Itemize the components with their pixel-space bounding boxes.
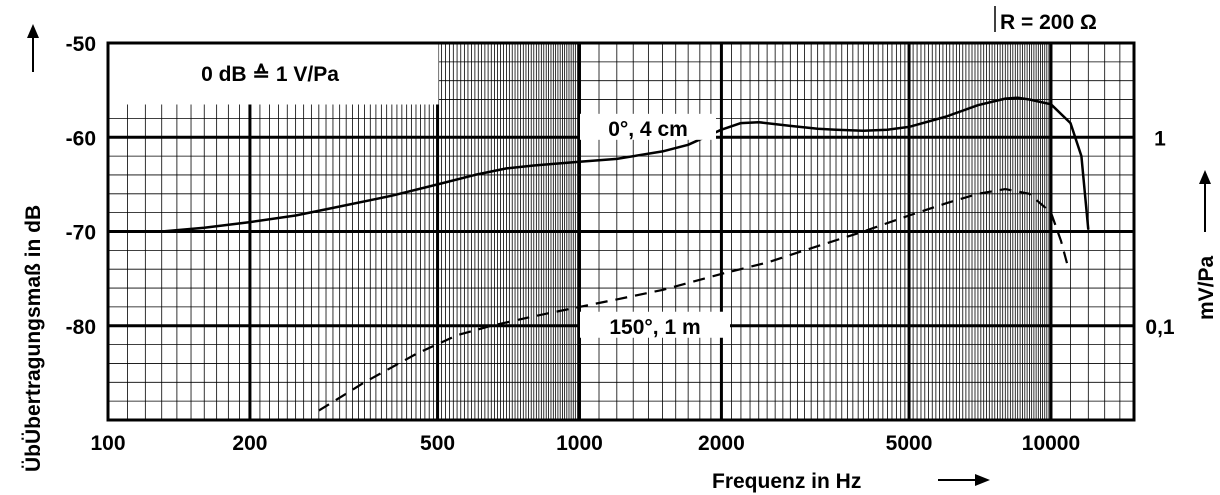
y-tick-label: -50 (66, 33, 96, 56)
x-tick-label: 1000 (556, 432, 603, 455)
reference-note-bg (109, 44, 439, 105)
x-axis-label: Frequenz in Hz (712, 470, 861, 493)
series-0-deg-line (108, 96, 1090, 233)
y-tick-label: -60 (66, 127, 96, 150)
x-tick-label: 500 (420, 432, 455, 455)
series-label-150-deg: 150°, 1 m (609, 316, 700, 339)
label-layer: 0°, 4 cm 150°, 1 m 0 dB ≙ 1 V/Pa R = 200 Ω -… (22, 6, 1218, 493)
y-tick-label: -70 (66, 222, 96, 245)
y-axis-arrow-icon (27, 24, 39, 38)
x-tick-label: 2000 (698, 432, 745, 455)
x-tick-label: 200 (232, 432, 267, 455)
x-tick-label: 100 (90, 432, 125, 455)
x-tick-label: 10000 (1022, 432, 1080, 455)
reference-note: 0 dB ≙ 1 V/Pa (201, 63, 339, 86)
y2-tick-label: 1 (1154, 127, 1166, 150)
series-label-0-deg: 0°, 4 cm (608, 118, 688, 141)
x-tick-label: 5000 (886, 432, 933, 455)
y2-tick-label: 0,1 (1145, 316, 1175, 339)
series-label-0-deg-bg (580, 113, 716, 140)
series-layer (108, 96, 1090, 412)
impedance-note: R = 200 Ω (1000, 11, 1097, 34)
x-axis-arrow-icon (975, 474, 990, 486)
y2-axis-arrow-icon (1199, 170, 1211, 184)
y2-axis-label: mV/Pa (1195, 255, 1218, 320)
y-tick-label: -80 (66, 316, 96, 339)
y-axis-label: ÜbÜbertragungsmaß in dB (22, 205, 45, 472)
series-label-150-deg-bg (580, 311, 730, 338)
series-150-deg-line (318, 188, 1070, 412)
